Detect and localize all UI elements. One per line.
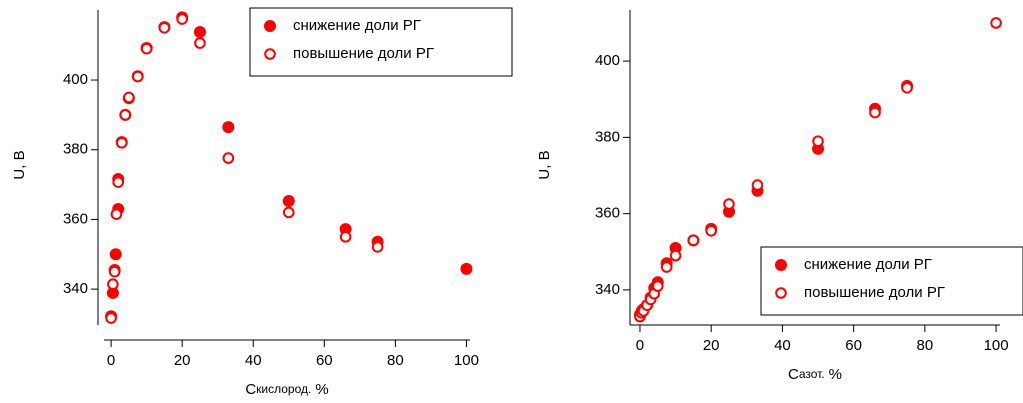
y-tick-label: 340 — [595, 281, 620, 298]
legend-box — [249, 7, 513, 77]
legend-box — [760, 246, 1023, 316]
legend-label: снижение доли РГ — [293, 17, 421, 34]
x-tick-label: 100 — [984, 337, 1009, 354]
x-tick-label: 20 — [174, 352, 191, 369]
point — [193, 25, 206, 38]
point — [115, 136, 128, 149]
point — [869, 106, 881, 119]
x-label-subscript: азот. — [799, 367, 825, 381]
point — [705, 225, 717, 237]
point — [687, 234, 700, 247]
point — [222, 152, 235, 164]
y-tick-label: 380 — [595, 128, 620, 145]
y-axis-label: U, В — [11, 150, 28, 179]
x-tick-label: 60 — [845, 337, 862, 354]
point — [723, 198, 735, 210]
point — [282, 206, 295, 219]
point — [109, 248, 122, 261]
x-tick-label: 60 — [316, 352, 333, 369]
point — [119, 109, 132, 121]
point — [222, 121, 235, 134]
point — [669, 249, 682, 262]
point — [123, 91, 135, 104]
point — [751, 179, 764, 191]
x-label-symbol: C — [788, 366, 799, 383]
point — [107, 278, 119, 291]
y-tick-label: 360 — [63, 210, 88, 227]
x-tick-label: 80 — [917, 337, 934, 354]
point — [901, 81, 913, 94]
point — [460, 262, 473, 275]
x-axis-label: Cкислород.% — [245, 381, 328, 398]
point — [131, 70, 144, 83]
point — [158, 21, 171, 34]
legend-marker — [264, 20, 276, 32]
point — [140, 42, 153, 55]
point — [812, 135, 824, 147]
legend-label: повышение доли РГ — [804, 284, 945, 301]
x-label-subscript: кислород. — [256, 382, 311, 396]
x-tick-label: 20 — [703, 337, 720, 354]
legend-marker — [264, 48, 276, 60]
point — [282, 194, 295, 207]
x-label-unit: % — [829, 366, 842, 383]
x-tick-label: 40 — [245, 352, 262, 369]
y-tick-label: 340 — [63, 280, 88, 297]
legend-marker — [775, 259, 787, 271]
point — [660, 261, 673, 273]
x-tick-label: 40 — [774, 337, 791, 354]
point — [112, 176, 125, 188]
point — [339, 231, 352, 243]
point — [194, 37, 206, 49]
x-tick-label: 0 — [107, 352, 115, 369]
x-tick-label: 0 — [636, 337, 644, 354]
y-tick-label: 400 — [595, 52, 620, 69]
x-tick-label: 80 — [387, 352, 404, 369]
point — [651, 280, 664, 292]
y-axis-label: U, В — [536, 150, 553, 179]
x-tick-label: 100 — [454, 352, 479, 369]
y-tick-label: 360 — [595, 205, 620, 222]
legend-label: повышение доли РГ — [293, 45, 434, 62]
point — [110, 208, 123, 220]
y-tick-label: 400 — [63, 71, 88, 88]
point — [108, 265, 121, 278]
y-tick-label: 380 — [63, 141, 88, 158]
point — [176, 13, 188, 25]
x-label-symbol: C — [245, 381, 256, 398]
point — [371, 241, 384, 253]
point — [105, 312, 117, 324]
point — [106, 286, 119, 299]
point — [990, 17, 1002, 29]
x-label-unit: % — [315, 381, 328, 398]
legend-label: снижение доли РГ — [804, 256, 932, 273]
legend-marker — [775, 287, 787, 299]
x-axis-label: Cазот.% — [788, 366, 842, 383]
